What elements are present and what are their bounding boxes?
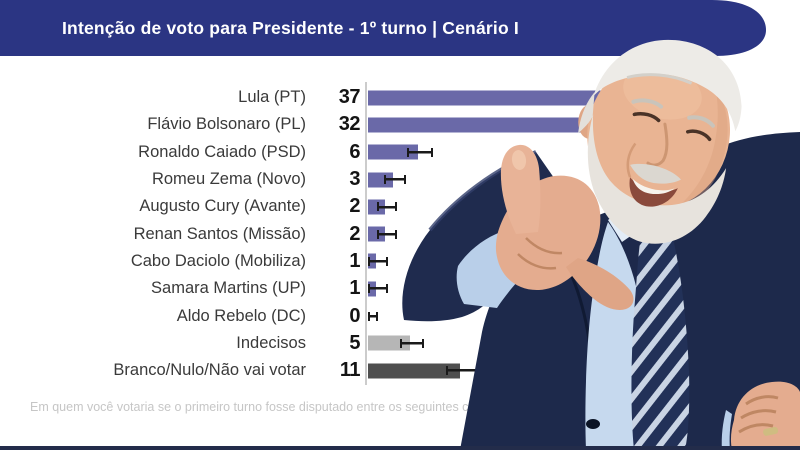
beard (587, 114, 727, 244)
candidate-label: Augusto Cury (Avante) (139, 197, 306, 216)
header-band-shape (0, 0, 766, 56)
candidate-label: Cabo Daciolo (Mobiliza) (130, 251, 306, 270)
eye-right (685, 129, 712, 142)
candidate-value: 0 (349, 304, 360, 327)
head (578, 39, 742, 244)
bar-track (368, 275, 800, 302)
candidate-value: 11 (339, 359, 361, 382)
eyebrow-right (687, 115, 715, 128)
error-bar (376, 229, 397, 239)
error-bar (384, 175, 407, 185)
teeth (632, 178, 675, 195)
candidate-label: Romeu Zema (Novo) (151, 170, 306, 189)
jacket-button (586, 419, 600, 429)
survey-question: Em quem você votaria se o primeiro turno… (30, 400, 476, 414)
candidate-value: 1 (349, 249, 360, 272)
eye-left (632, 111, 661, 123)
bar (368, 335, 410, 351)
error-bar (368, 284, 389, 294)
bottom-strip (0, 446, 800, 450)
chart-row: Branco/Nulo/Não vai votar 11 (0, 357, 800, 384)
chart-row: Romeu Zema (Novo) 3 (0, 166, 800, 193)
candidate-value: 6 (349, 140, 360, 163)
candidate-label: Flávio Bolsonaro (PL) (147, 115, 306, 134)
hand-gesture (495, 144, 634, 310)
bar-chart: Lula (PT) 37 Flávio Bolsonaro (PL) 32 Ronald… (0, 84, 800, 384)
bar-track (368, 193, 800, 220)
candidate-value: 2 (349, 222, 360, 245)
bar-track (368, 330, 800, 357)
bar-track (368, 248, 800, 275)
pinky (566, 258, 634, 310)
candidate-value: 37 (338, 86, 361, 109)
bar-track (368, 139, 800, 166)
eyebrow-left (631, 98, 664, 109)
candidate-value: 3 (349, 168, 360, 191)
chart-row: Aldo Rebelo (DC) 0 (0, 302, 800, 329)
chart-row: Cabo Daciolo (Mobiliza) 1 (0, 248, 800, 275)
candidate-value: 1 (349, 277, 360, 300)
chart-row: Ronaldo Caiado (PSD) 6 (0, 139, 800, 166)
error-bar (400, 338, 424, 348)
thumb (500, 144, 541, 234)
candidate-label: Ronaldo Caiado (PSD) (138, 142, 306, 161)
error-bar (368, 256, 389, 266)
candidate-label: Aldo Rebelo (DC) (176, 306, 306, 325)
chart-title: Intenção de voto para Presidente - 1º tu… (62, 17, 519, 38)
candidate-label: Renan Santos (Missão) (133, 224, 306, 243)
bar-track (368, 166, 800, 193)
ring (763, 426, 779, 436)
header-band (0, 0, 766, 56)
candidate-value: 5 (349, 331, 360, 354)
chart-row: Indecisos 5 (0, 330, 800, 357)
fist (721, 381, 800, 450)
candidate-label: Indecisos (236, 333, 306, 352)
candidate-value: 2 (349, 195, 360, 218)
error-bar (376, 202, 397, 212)
y-axis-line (365, 82, 367, 385)
bar (368, 363, 461, 379)
mustache (630, 164, 681, 184)
lula-photo (402, 39, 800, 450)
chart-row: Augusto Cury (Avante) 2 (0, 193, 800, 220)
hair (593, 39, 742, 132)
error-bar (407, 147, 434, 157)
bar (368, 144, 419, 160)
error-bar (368, 311, 378, 321)
candidate-label: Samara Martins (UP) (151, 279, 306, 298)
candidate-value: 32 (338, 113, 361, 136)
chart-row: Renan Santos (Missão) 2 (0, 220, 800, 247)
nose (646, 122, 669, 167)
chart-row: Samara Martins (UP) 1 (0, 275, 800, 302)
bar (368, 117, 637, 133)
candidate-label: Lula (PT) (238, 88, 306, 107)
candidate-label: Branco/Nulo/Não vai votar (113, 361, 306, 380)
bar-track (368, 220, 800, 247)
bar-track (368, 302, 800, 329)
